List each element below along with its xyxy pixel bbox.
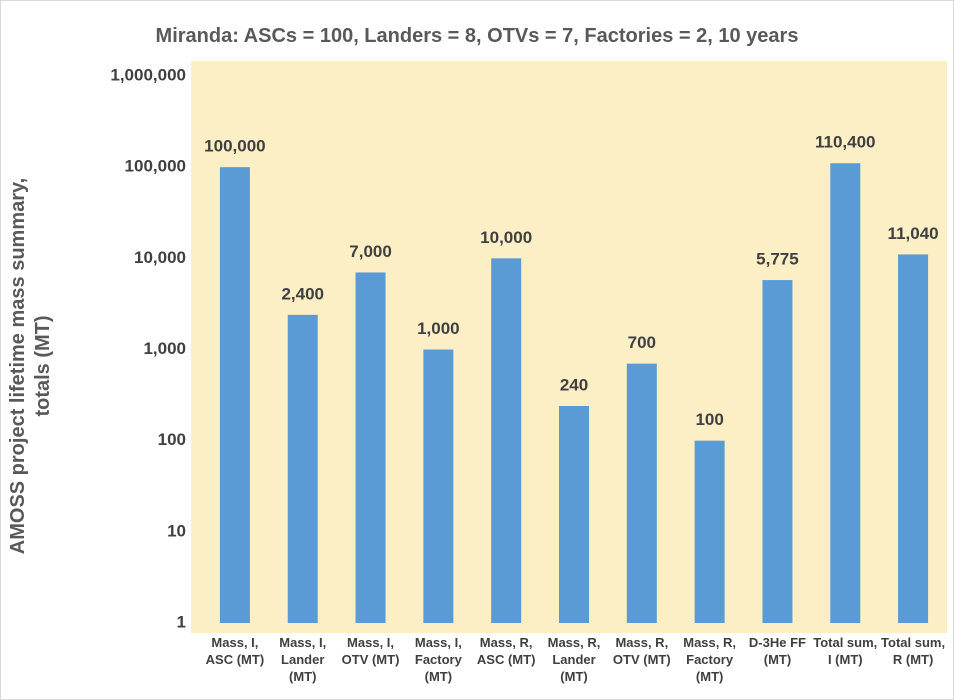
x-tick-label: Mass, R, ASC (MT) [476, 635, 536, 667]
x-tick-label: Mass, R, Factory (MT) [683, 635, 736, 684]
x-tick-label: Total sum, I (MT) [813, 635, 878, 667]
value-label: 240 [560, 375, 588, 394]
y-tick-label: 1,000 [143, 339, 186, 358]
y-tick-label: 100,000 [125, 157, 186, 176]
y-tick-label: 1,000,000 [110, 65, 186, 84]
bar [626, 363, 657, 623]
value-label: 7,000 [349, 242, 392, 261]
bar [287, 314, 318, 623]
bar [694, 440, 725, 623]
value-label: 100 [695, 410, 723, 429]
y-tick-label: 100 [158, 430, 186, 449]
bar [423, 349, 454, 623]
x-tick-label: Mass, I, ASC (MT) [205, 635, 265, 667]
value-label: 1,000 [417, 319, 460, 338]
y-tick-label: 10,000 [134, 248, 186, 267]
value-label: 11,040 [888, 224, 939, 243]
value-label: 110,400 [815, 133, 876, 152]
x-tick-label: Mass, R, Lander (MT) [547, 635, 601, 684]
y-axis-label: AMOSS project lifetime mass summary, tot… [7, 177, 54, 555]
y-tick-label: 10 [167, 521, 186, 540]
bar [491, 258, 522, 623]
x-tick-label: Mass, I, Factory (MT) [414, 635, 462, 684]
bar [219, 167, 250, 623]
value-label: 5,775 [756, 250, 799, 269]
bar [830, 163, 861, 623]
value-label: 100,000 [204, 137, 265, 156]
value-label: 2,400 [281, 284, 324, 303]
x-tick-label: Mass, I, Lander (MT) [279, 635, 327, 684]
y-tick-label: 1 [177, 612, 186, 631]
bar [762, 280, 793, 623]
chart-title: Miranda: ASCs = 100, Landers = 8, OTVs =… [155, 25, 799, 47]
x-tick-label: Mass, R, OTV (MT) [612, 635, 671, 667]
x-tick-label: Total sum, R (MT) [881, 635, 946, 667]
bar [355, 272, 386, 623]
x-tick-label: D-3He FF (MT) [748, 635, 806, 667]
value-label: 700 [628, 333, 656, 352]
x-tick-label: Mass, I, OTV (MT) [341, 635, 400, 667]
value-label: 10,000 [480, 228, 532, 247]
bar [898, 254, 929, 623]
bar [559, 406, 589, 623]
